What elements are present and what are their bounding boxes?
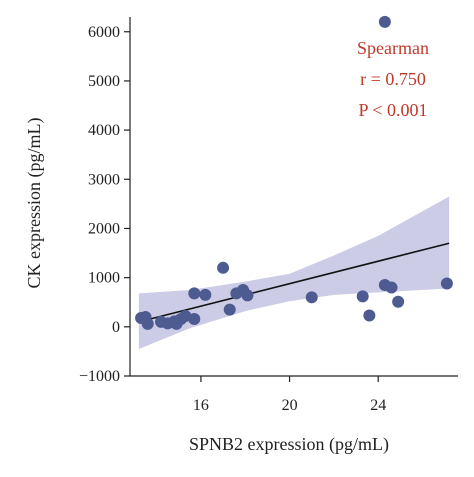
data-point bbox=[141, 317, 154, 330]
confidence-band-layer bbox=[138, 196, 450, 349]
data-point bbox=[385, 281, 398, 294]
annotation-method: Spearman bbox=[357, 38, 429, 58]
x-tick-label: 16 bbox=[193, 397, 209, 414]
data-point bbox=[241, 289, 254, 302]
y-axis-label: CK expression (pg/mL) bbox=[24, 118, 45, 289]
data-point bbox=[305, 291, 318, 304]
regression-line bbox=[138, 242, 450, 323]
y-tick-label: 1000 bbox=[88, 270, 120, 287]
data-point bbox=[378, 15, 391, 28]
data-point bbox=[217, 261, 230, 274]
data-point bbox=[363, 309, 376, 322]
data-point bbox=[440, 277, 453, 290]
y-tick-label: 6000 bbox=[88, 24, 120, 41]
tick-labels-layer: −1000 0 1000 2000 3000 4000 5000 6000 16 20 24 bbox=[79, 24, 386, 414]
y-tick-label: 0 bbox=[112, 319, 120, 336]
y-tick-label: −1000 bbox=[79, 368, 120, 385]
data-points-layer bbox=[135, 15, 453, 330]
annotation-r-value: r = 0.750 bbox=[360, 69, 426, 89]
y-tick-label: 5000 bbox=[88, 73, 120, 90]
data-point bbox=[223, 303, 236, 316]
confidence-band bbox=[138, 196, 450, 349]
x-tick-label: 20 bbox=[282, 397, 298, 414]
axes-layer bbox=[124, 17, 458, 382]
data-point bbox=[188, 312, 201, 325]
y-tick-label: 3000 bbox=[88, 171, 120, 188]
annotation-p-value: P < 0.001 bbox=[359, 100, 428, 120]
data-point bbox=[188, 287, 201, 300]
y-tick-label: 2000 bbox=[88, 220, 120, 237]
regression-line-layer bbox=[138, 242, 450, 323]
data-point bbox=[392, 295, 405, 308]
x-tick-label: 24 bbox=[370, 397, 386, 414]
data-point bbox=[199, 288, 212, 301]
data-point bbox=[356, 290, 369, 303]
y-tick-label: 4000 bbox=[88, 122, 120, 139]
x-axis-label: SPNB2 expression (pg/mL) bbox=[189, 434, 389, 455]
